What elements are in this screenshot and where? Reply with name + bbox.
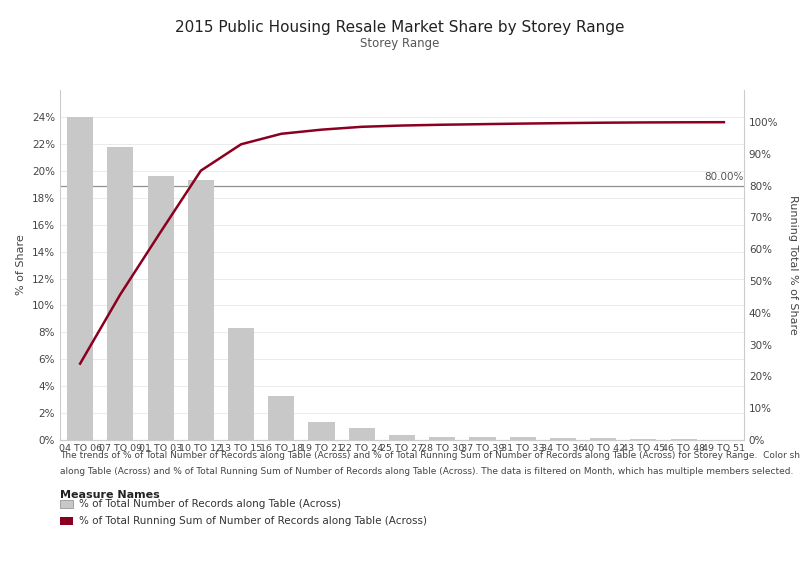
Bar <box>670 439 697 440</box>
Bar <box>590 438 616 440</box>
Bar <box>389 434 415 440</box>
Bar <box>470 438 495 440</box>
Bar <box>67 117 93 440</box>
Bar <box>228 328 254 440</box>
Text: The trends of % of Total Number of Records along Table (Across) and % of Total R: The trends of % of Total Number of Recor… <box>60 451 800 460</box>
Bar <box>429 437 455 440</box>
Text: % of Total Running Sum of Number of Records along Table (Across): % of Total Running Sum of Number of Reco… <box>79 515 427 526</box>
Bar <box>147 177 174 440</box>
Text: 80.00%: 80.00% <box>705 173 744 182</box>
Y-axis label: Running Total % of Share: Running Total % of Share <box>788 195 798 335</box>
Bar <box>107 147 134 440</box>
Bar <box>349 428 375 440</box>
Text: along Table (Across) and % of Total Running Sum of Number of Records along Table: along Table (Across) and % of Total Runn… <box>60 467 794 476</box>
Bar <box>268 395 294 440</box>
Bar <box>309 422 334 440</box>
Text: Storey Range: Storey Range <box>360 37 440 50</box>
Bar <box>550 438 576 440</box>
Y-axis label: % of Share: % of Share <box>17 235 26 296</box>
Text: % of Total Number of Records along Table (Across): % of Total Number of Records along Table… <box>79 499 341 509</box>
Bar <box>630 439 657 440</box>
Bar <box>188 180 214 440</box>
Bar <box>510 438 536 440</box>
Text: Measure Names: Measure Names <box>60 490 160 500</box>
Text: 2015 Public Housing Resale Market Share by Storey Range: 2015 Public Housing Resale Market Share … <box>175 20 625 35</box>
